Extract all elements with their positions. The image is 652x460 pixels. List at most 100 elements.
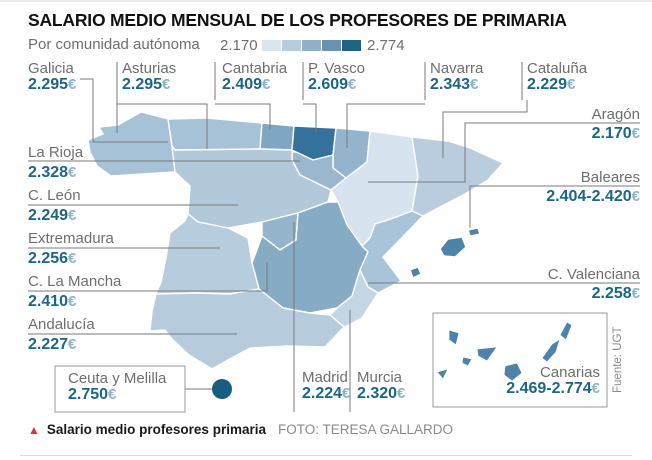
label-cantabria-value: 2.409 [222, 75, 263, 93]
label-asturias-name: Asturias [122, 60, 177, 77]
label-andalucia-currency: € [68, 335, 77, 353]
label-extremadura: Extremadura 2.256€ [28, 231, 114, 267]
canarias-inset-box [432, 312, 608, 408]
callout-baleares [469, 185, 640, 228]
island-ibiza-shape [409, 266, 422, 279]
callout-lines [28, 62, 640, 412]
label-galicia: Galicia 2.295€ [28, 61, 76, 94]
legend-swatch-2 [282, 40, 301, 51]
label-canarias-value: 2.469-2.774 [506, 379, 592, 397]
label-andalucia: Andalucía 2.227€ [28, 316, 95, 353]
bottom-caption: ▲ Salario medio profesores primaria FOTO… [28, 422, 453, 437]
legend-color-scale [262, 40, 361, 51]
island-gran-canaria-shape [503, 362, 523, 382]
label-madrid-name: Madrid [302, 369, 348, 386]
canarias-islands [436, 321, 573, 382]
label-baleares-value: 2.404-2.420 [546, 187, 632, 205]
label-cataluna: Cataluña 2.229€ [527, 61, 587, 94]
label-ceuta-y-melilla-value: 2.750 [68, 385, 109, 403]
label-la-rioja-currency: € [68, 163, 77, 181]
label-cataluna-value: 2.229 [527, 75, 568, 93]
legend-swatch-5 [342, 40, 361, 51]
label-c-leon-currency: € [68, 206, 77, 224]
label-c-la-mancha: C. La Mancha 2.410€ [28, 274, 121, 310]
label-extremadura-value: 2.256 [28, 249, 69, 267]
label-murcia-name: Murcia [357, 369, 403, 386]
island-lanzarote-shape [559, 321, 573, 341]
island-el-hierro-shape [436, 368, 449, 380]
label-cantabria-currency: € [262, 75, 271, 93]
label-asturias-value: 2.295 [122, 75, 163, 93]
region-shapes [87, 111, 504, 370]
bottom-rule [20, 455, 632, 456]
label-andalucia-name: Andalucía [28, 316, 95, 333]
label-la-rioja: La Rioja 2.328€ [28, 144, 84, 181]
label-aragon-name: Aragón [591, 106, 640, 123]
label-asturias-currency: € [162, 75, 171, 93]
label-c-valenciana-currency: € [631, 284, 640, 302]
label-c-valenciana-name: C. Valenciana [547, 266, 640, 283]
label-extremadura-currency: € [68, 249, 77, 267]
region-andalucia-shape [149, 288, 345, 370]
label-murcia: Murcia 2.320€ [357, 370, 405, 403]
label-murcia-value: 2.320 [357, 384, 398, 402]
label-p-vasco-currency: € [348, 75, 357, 93]
legend-swatch-4 [322, 40, 341, 51]
ceuta-melilla-label-box [54, 365, 186, 413]
label-navarra-value: 2.343 [430, 75, 471, 93]
label-p-vasco-name: P. Vasco [308, 60, 365, 77]
legend-swatch-1 [262, 40, 281, 51]
label-cantabria-name: Cantabria [222, 60, 288, 77]
legend-swatch-3 [302, 40, 321, 51]
legend-max-value: 2.774 [367, 37, 405, 54]
label-navarra-currency: € [470, 75, 479, 93]
label-ceuta-y-melilla-name: Ceuta y Melilla [68, 370, 167, 387]
label-canarias: Canarias 2.469-2.774€ [506, 365, 600, 398]
source-credit: Fuente: UGT [612, 326, 624, 394]
label-c-leon-value: 2.249 [28, 206, 69, 224]
region-asturias-shape [167, 117, 263, 151]
label-la-rioja-name: La Rioja [28, 144, 84, 161]
callout-aragon [368, 122, 640, 183]
legend-min-value: 2.170 [220, 37, 258, 54]
label-baleares-currency: € [631, 187, 640, 205]
label-la-rioja-value: 2.328 [28, 163, 69, 181]
callout-cataluna [442, 100, 528, 158]
label-cataluna-currency: € [567, 75, 576, 93]
callout-navarra [346, 103, 425, 148]
region-cataluna-shape [411, 136, 504, 217]
callout-galicia [80, 78, 168, 143]
label-p-vasco-value: 2.609 [308, 75, 349, 93]
label-canarias-currency: € [591, 379, 600, 397]
subtitle: Por comunidad autónoma [28, 36, 200, 53]
island-la-palma-shape [448, 329, 460, 346]
label-galicia-currency: € [68, 75, 77, 93]
label-c-leon-name: C. León [28, 187, 81, 204]
ceuta-melilla-dot [212, 379, 232, 399]
label-madrid-value: 2.224 [302, 384, 343, 402]
label-galicia-value: 2.295 [28, 75, 69, 93]
label-ceuta-y-melilla-currency: € [108, 385, 117, 403]
region-extremadura-shape [155, 213, 260, 295]
callout-c-la-mancha [28, 262, 268, 292]
top-edge-rule [0, 0, 652, 2]
island-menorca-shape [467, 227, 481, 237]
island-la-gomera-shape [461, 356, 473, 367]
label-aragon-value: 2.170 [591, 124, 632, 142]
label-andalucia-value: 2.227 [28, 335, 69, 353]
callout-cantabria [215, 103, 271, 130]
callout-asturias [117, 103, 208, 149]
label-aragon-currency: € [631, 124, 640, 142]
label-madrid-currency: € [342, 384, 351, 402]
label-p-vasco: P. Vasco 2.609€ [308, 61, 365, 94]
label-cataluna-name: Cataluña [527, 60, 588, 77]
label-murcia-currency: € [397, 384, 406, 402]
red-triangle-icon: ▲ [28, 422, 40, 437]
label-cantabria: Cantabria 2.409€ [222, 61, 287, 94]
photo-credit: FOTO: TERESA GALLARDO [277, 422, 454, 437]
label-c-la-mancha-value: 2.410 [28, 292, 69, 310]
label-c-la-mancha-currency: € [68, 292, 77, 310]
island-mallorca-shape [439, 236, 467, 258]
